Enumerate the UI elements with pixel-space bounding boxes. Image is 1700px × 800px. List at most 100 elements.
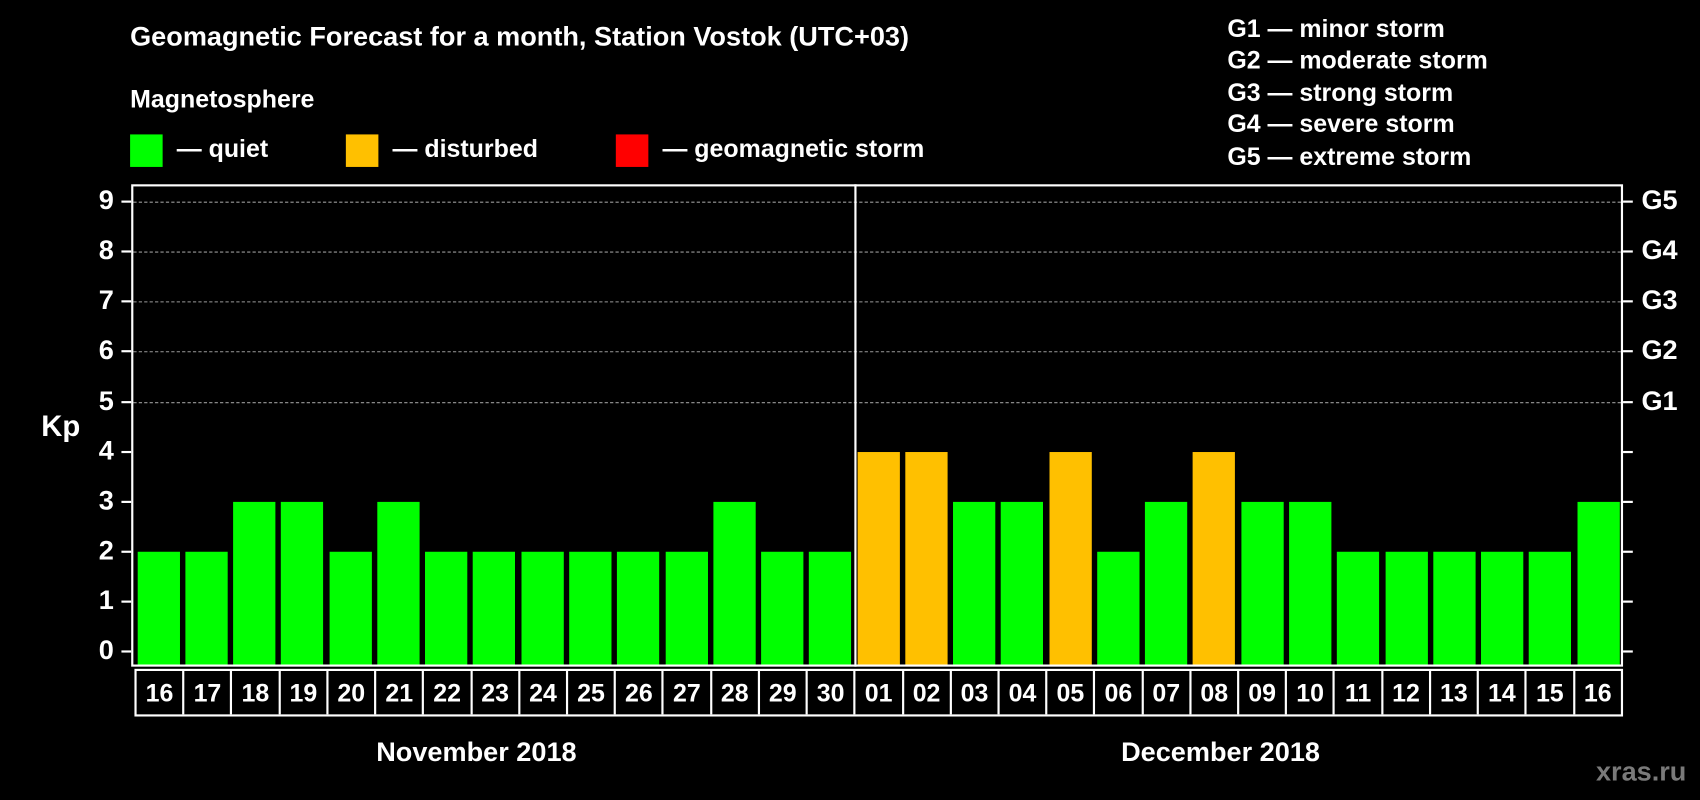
- bar-nov-17: [185, 551, 228, 666]
- x-tick-label-dec-11: 11: [1335, 670, 1384, 715]
- y-tick-right-9: [1623, 200, 1633, 203]
- bar-nov-25: [569, 551, 612, 666]
- y-tick-label-7: 7: [98, 285, 114, 316]
- bar-nov-16: [137, 551, 180, 666]
- storm-scale-g1: G1 — minor storm: [1227, 14, 1445, 43]
- x-axis-labels: 16 17 18 19 20 21 22 23 24 25 26 27 28 29 30 01 02 03 04 05…: [134, 668, 1624, 717]
- x-tick-label-nov-22: 22: [424, 670, 473, 715]
- x-tick-label-nov-23: 23: [472, 670, 521, 715]
- x-tick-label-dec-09: 09: [1239, 670, 1288, 715]
- plot-frame: [131, 184, 1624, 667]
- y-tick-right-4: [1623, 450, 1633, 453]
- y-tick-label-8: 8: [98, 235, 114, 266]
- bar-dec-09: [1241, 501, 1284, 666]
- y-tick-label-6: 6: [98, 335, 114, 366]
- x-tick-label-nov-28: 28: [712, 670, 760, 715]
- y-axis-label: Kp: [41, 409, 81, 443]
- y-tick-right-0: [1623, 650, 1633, 653]
- x-tick-label-dec-04: 04: [1000, 670, 1048, 715]
- gridline-8: [133, 251, 1621, 253]
- y-tick-left-3: [121, 500, 132, 503]
- x-tick-label-nov-21: 21: [376, 670, 425, 715]
- x-tick-label-dec-13: 13: [1431, 670, 1479, 715]
- bar-nov-19: [281, 501, 324, 666]
- x-tick-label-nov-27: 27: [664, 670, 712, 715]
- y-tick-label-2: 2: [98, 535, 114, 566]
- y-tick-right-8: [1623, 250, 1633, 253]
- x-tick-label-dec-08: 08: [1191, 670, 1240, 715]
- y-tick-label-5: 5: [98, 385, 114, 416]
- x-tick-label-dec-05: 05: [1048, 670, 1096, 715]
- x-tick-label-dec-15: 15: [1527, 670, 1575, 715]
- y-tick-label-4: 4: [98, 435, 114, 466]
- bar-dec-01: [857, 451, 900, 666]
- bar-dec-05: [1049, 451, 1092, 666]
- bar-nov-18: [233, 501, 276, 666]
- x-tick-label-nov-26: 26: [616, 670, 664, 715]
- bar-dec-13: [1433, 551, 1476, 666]
- legend-label-disturbed: — disturbed: [392, 134, 538, 163]
- storm-level-label-g2: G2: [1641, 335, 1678, 366]
- bar-dec-02: [905, 451, 948, 666]
- bar-nov-22: [425, 551, 468, 666]
- bar-dec-07: [1145, 501, 1188, 666]
- month-label-december: December 2018: [1121, 737, 1320, 768]
- y-tick-label-3: 3: [98, 485, 114, 516]
- storm-scale-g4: G4 — severe storm: [1227, 109, 1455, 138]
- y-tick-left-9: [121, 200, 132, 203]
- storm-scale-g3: G3 — strong storm: [1227, 78, 1454, 107]
- x-tick-label-dec-03: 03: [952, 670, 1000, 715]
- storm-scale-g5: G5 — extreme storm: [1227, 142, 1472, 171]
- x-tick-label-nov-17: 17: [185, 670, 233, 715]
- storm-level-label-g3: G3: [1641, 285, 1678, 316]
- bar-dec-14: [1481, 551, 1524, 666]
- y-tick-right-7: [1623, 300, 1633, 303]
- month-divider: [854, 184, 857, 667]
- bar-dec-12: [1385, 551, 1428, 666]
- legend-heading: Magnetosphere: [130, 84, 315, 113]
- y-tick-left-1: [121, 600, 132, 603]
- y-tick-right-3: [1623, 500, 1633, 503]
- y-tick-left-5: [121, 400, 132, 403]
- storm-level-label-g5: G5: [1641, 185, 1678, 216]
- y-tick-label-0: 0: [98, 635, 114, 666]
- x-tick-label-dec-02: 02: [904, 670, 952, 715]
- legend-swatch-storm: [615, 134, 649, 167]
- bar-dec-11: [1337, 551, 1380, 666]
- y-tick-right-5: [1623, 400, 1633, 403]
- x-tick-label-nov-16: 16: [137, 670, 185, 715]
- bar-dec-03: [953, 501, 996, 666]
- legend-label-quiet: — quiet: [176, 134, 269, 163]
- y-tick-left-2: [121, 550, 132, 553]
- storm-level-label-g1: G1: [1641, 385, 1678, 416]
- x-tick-label-dec-06: 06: [1095, 670, 1144, 715]
- storm-scale-g2: G2 — moderate storm: [1227, 45, 1488, 74]
- gridline-5: [133, 401, 1621, 403]
- watermark: xras.ru: [1595, 756, 1687, 787]
- y-tick-label-1: 1: [98, 585, 114, 616]
- x-tick-label-dec-16: 16: [1583, 678, 1612, 707]
- y-tick-right-1: [1623, 600, 1633, 603]
- x-tick-label-nov-29: 29: [760, 670, 808, 715]
- legend-swatch-quiet: [130, 134, 163, 167]
- legend-swatch-disturbed: [345, 134, 379, 167]
- bar-dec-16: [1577, 501, 1620, 666]
- bar-nov-30: [809, 551, 852, 666]
- x-tick-label-nov-30: 30: [808, 670, 856, 715]
- x-tick-label-dec-07: 07: [1143, 670, 1192, 715]
- x-tick-label-nov-25: 25: [568, 670, 617, 715]
- x-tick-label-nov-19: 19: [280, 670, 329, 715]
- y-tick-left-7: [121, 300, 132, 303]
- y-tick-left-0: [121, 650, 132, 653]
- y-tick-left-4: [121, 450, 132, 453]
- bar-dec-08: [1193, 451, 1236, 666]
- y-tick-label-9: 9: [98, 185, 114, 216]
- bar-nov-23: [473, 551, 516, 666]
- bar-nov-29: [761, 551, 804, 666]
- y-tick-right-2: [1623, 550, 1633, 553]
- bar-dec-04: [1001, 501, 1044, 666]
- x-tick-label-dec-14: 14: [1479, 670, 1527, 715]
- x-tick-label-dec-01: 01: [856, 670, 904, 715]
- month-label-november: November 2018: [376, 737, 577, 768]
